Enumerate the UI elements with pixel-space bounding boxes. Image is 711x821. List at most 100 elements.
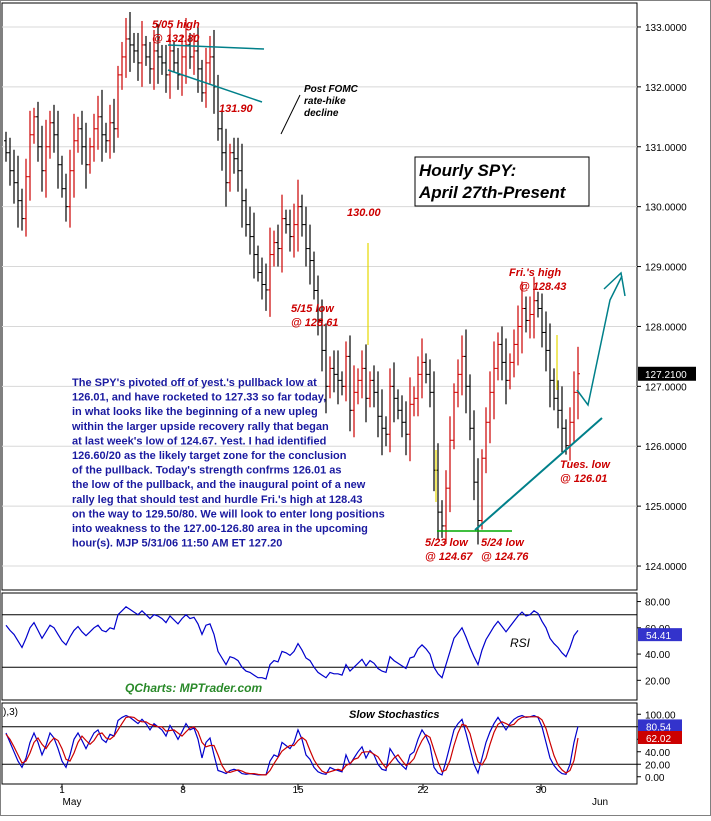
price-bar [148,41,152,84]
price-bar [408,377,412,462]
price-bar [60,155,64,198]
annotation-131-90: 131.90 [219,103,254,115]
price-bar [572,371,576,444]
price-bar [276,224,280,267]
price-bar [128,11,132,72]
price-tick-label: 127.0000 [645,382,687,393]
price-bar [364,344,368,423]
price-bar [4,131,8,162]
price-bar [384,416,388,447]
price-bar [192,32,196,75]
watermark: QCharts: MPTrader.com [125,681,262,695]
price-tick-label: 130.0000 [645,203,687,214]
price-bar [152,29,156,90]
price-bar [32,107,36,144]
annotation-0515-low-line1: 5/15 low [291,303,335,315]
commentary-text: The SPY's pivoted off of yest.'s pullbac… [71,377,385,550]
price-axis: 133.0000 132.0000 131.0000 130.0000 129.0000… [637,23,696,573]
price-bar [236,137,240,192]
price-bar [76,116,80,153]
price-bar [16,155,20,228]
price-bar [64,173,68,222]
price-bar [144,35,148,66]
x-month-label: Jun [592,797,608,808]
price-bars [4,11,580,545]
indicator-tick-label: 40.00 [645,748,670,759]
commentary-line: The SPY's pivoted off of yest.'s pullbac… [72,377,317,389]
annotation-fomc-line3: decline [304,108,339,119]
title-line-1: Hourly SPY: [419,161,516,180]
price-bar [228,143,232,192]
price-bar [404,401,408,456]
price-bar [8,137,12,186]
commentary-line: rally leg that should test and hurdle Fr… [72,494,363,506]
price-bar [296,179,300,252]
price-bar [12,149,16,204]
price-bar [80,110,84,165]
price-bar [292,203,296,258]
wedge-bottom-line [167,69,263,103]
price-bar [40,125,44,192]
price-bar [232,137,236,174]
price-bar [340,371,344,396]
rsi-current-tag [638,628,682,642]
price-bar [124,17,128,78]
price-bar [552,368,556,411]
annotation-tue-low-line1: Tues. low [560,459,611,471]
price-bar [84,122,88,189]
price-bar [344,341,348,402]
price-bar [356,368,360,405]
price-bar [244,188,248,237]
price-tick-label: 125.0000 [645,502,687,513]
price-bar [56,110,60,189]
price-bar [176,47,180,90]
price-tick-label: 124.0000 [645,562,687,573]
price-bar [140,20,144,87]
commentary-line: 126.60/20 as the likely target zone for … [72,450,347,462]
price-bar [508,353,512,390]
price-bar [396,389,400,420]
fomc-pointer [280,94,301,135]
price-bar [160,44,164,75]
price-bar [528,296,532,339]
rsi-line [5,606,579,680]
price-bar [288,209,292,252]
price-bar [112,98,116,153]
price-bar [492,341,496,420]
price-bar [420,338,424,399]
price-bar [196,26,200,93]
price-bar [284,209,288,234]
price-tick-label: 129.0000 [645,263,687,274]
price-bar [108,104,112,159]
price-bar [372,365,376,408]
stoch-d-line [5,716,579,776]
price-bar [388,368,392,453]
price-bar [116,65,120,138]
stoch-d-current-value: 62.02 [646,734,671,745]
price-bar [416,356,420,417]
indicator-tick-label: 0.00 [645,773,665,784]
price-bar [320,299,324,372]
commentary-line: on the way to 129.50/80. We will look to… [72,508,385,520]
commentary-line: of the pullback. Today's strength confrm… [72,465,342,477]
price-bar [96,95,100,150]
price-bar [328,356,332,399]
price-bar [540,293,544,348]
title-line-2: April 27th-Present [418,183,567,202]
price-bar [156,23,160,84]
price-bar [316,275,320,336]
price-bar [300,194,304,237]
price-bar [536,291,540,318]
price-bar [44,119,48,198]
stoch-label: Slow Stochastics [349,709,439,721]
uptrend-line [474,417,603,531]
price-bar [184,17,188,84]
price-bar [576,346,580,420]
price-bar [208,35,212,84]
price-bar [88,137,92,174]
price-bar [352,365,356,438]
price-bar [456,359,460,408]
stoch-d-current-tag [638,730,682,744]
price-bar [264,263,268,311]
